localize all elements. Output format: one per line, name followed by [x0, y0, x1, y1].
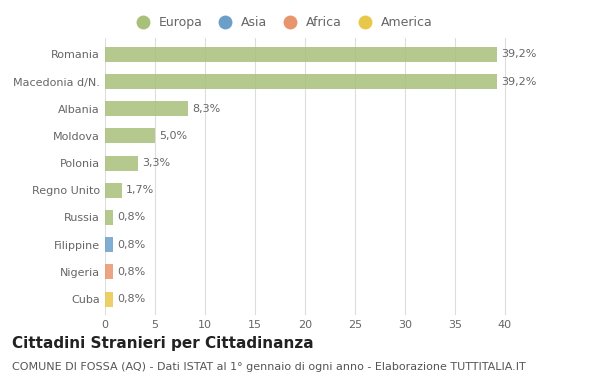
Bar	[105, 156, 138, 171]
Bar	[105, 183, 122, 198]
Bar	[105, 101, 188, 116]
Bar	[105, 210, 113, 225]
Text: 5,0%: 5,0%	[159, 131, 187, 141]
Text: 0,8%: 0,8%	[117, 267, 145, 277]
Text: 3,3%: 3,3%	[142, 158, 170, 168]
Text: 0,8%: 0,8%	[117, 240, 145, 250]
Text: 39,2%: 39,2%	[501, 76, 536, 87]
Text: COMUNE DI FOSSA (AQ) - Dati ISTAT al 1° gennaio di ogni anno - Elaborazione TUTT: COMUNE DI FOSSA (AQ) - Dati ISTAT al 1° …	[12, 362, 526, 372]
Bar	[105, 128, 155, 143]
Bar	[105, 237, 113, 252]
Text: 0,8%: 0,8%	[117, 212, 145, 223]
Text: 1,7%: 1,7%	[126, 185, 154, 195]
Legend: Europa, Asia, Africa, America: Europa, Asia, Africa, America	[130, 16, 433, 29]
Bar	[105, 291, 113, 307]
Bar	[105, 74, 497, 89]
Bar	[105, 264, 113, 279]
Text: Cittadini Stranieri per Cittadinanza: Cittadini Stranieri per Cittadinanza	[12, 336, 314, 351]
Text: 0,8%: 0,8%	[117, 294, 145, 304]
Text: 39,2%: 39,2%	[501, 49, 536, 59]
Text: 8,3%: 8,3%	[192, 104, 220, 114]
Bar	[105, 47, 497, 62]
